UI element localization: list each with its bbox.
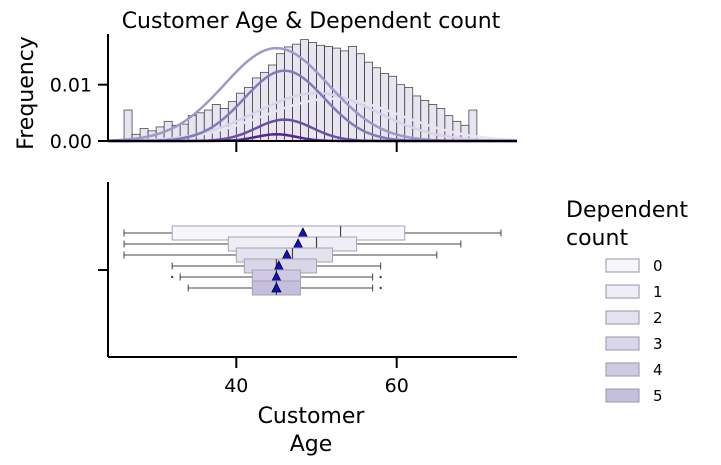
histogram-panel: Customer Age & Dependent count Frequency…: [14, 9, 518, 153]
histogram-bar: [292, 43, 301, 142]
histogram-bar: [412, 95, 422, 142]
legend-swatch: [605, 258, 640, 273]
histogram-bar: [404, 87, 414, 142]
legend-label: 1: [653, 283, 663, 301]
x-tick-label: 60: [385, 375, 409, 397]
boxplot-panel: 40 60 Customer Age: [98, 182, 517, 457]
chart-title: Customer Age & Dependent count: [122, 9, 501, 34]
histogram-bar: [396, 84, 406, 142]
histogram-bar: [123, 109, 133, 142]
histogram-bar: [203, 109, 213, 142]
y-tick-label: 0.00: [50, 131, 92, 153]
histogram-bar: [284, 46, 293, 142]
legend-label: 2: [653, 309, 663, 327]
y-tick-label: 0.01: [50, 75, 92, 97]
legend-item-2: 2: [605, 309, 663, 327]
x-tick-label: 40: [224, 375, 248, 397]
boxplot-5: [187, 280, 382, 296]
legend-item-4: 4: [605, 361, 663, 379]
legend-item-3: 3: [605, 335, 663, 353]
outlier-point: [379, 275, 382, 279]
boxplots: [123, 225, 502, 296]
kde-curve-1: [108, 91, 517, 143]
legend-item-5: 5: [605, 387, 663, 405]
legend: Dependent count 0 1 2 3 4 5: [566, 198, 688, 405]
histogram-bar: [195, 112, 205, 142]
histogram-bar: [364, 61, 373, 142]
legend-label: 5: [653, 387, 663, 405]
mean-marker: [271, 282, 282, 293]
x-axis-label-line-1: Customer: [258, 404, 366, 429]
boxplot-ticks: 40 60: [224, 357, 409, 397]
legend-swatch: [605, 284, 640, 299]
legend-swatch: [605, 362, 640, 377]
legend-items: 0 1 2 3 4 5: [605, 257, 663, 405]
legend-swatch: [605, 310, 640, 325]
outlier-point: [379, 286, 382, 290]
x-axis-label-line-2: Age: [290, 432, 333, 457]
histogram-bar: [372, 67, 382, 142]
legend-label: 0: [653, 257, 663, 275]
histogram-bar: [276, 53, 285, 142]
legend-label: 3: [653, 335, 663, 353]
histogram-bar: [420, 100, 430, 142]
legend-item-0: 0: [605, 257, 663, 275]
histogram-ticks: 0.00 0.01: [50, 75, 398, 153]
outlier-point: [170, 275, 174, 279]
legend-title-line-2: count: [566, 226, 628, 251]
legend-item-1: 1: [605, 283, 663, 301]
legend-swatch: [605, 388, 640, 403]
legend-title-line-1: Dependent: [566, 198, 688, 223]
legend-label: 4: [653, 361, 663, 379]
legend-swatch: [605, 336, 640, 351]
y-axis-label: Frequency: [14, 36, 39, 150]
